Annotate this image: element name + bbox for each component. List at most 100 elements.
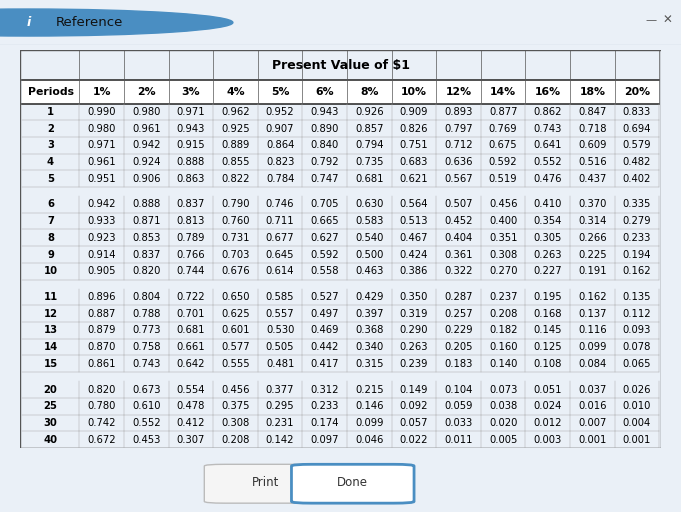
Text: —: — — [646, 15, 656, 25]
Text: 0.010: 0.010 — [623, 401, 651, 411]
Text: 0.417: 0.417 — [311, 359, 339, 369]
Text: 0.943: 0.943 — [176, 123, 205, 134]
Text: 0.552: 0.552 — [533, 157, 562, 167]
Text: 0.642: 0.642 — [176, 359, 205, 369]
Text: 0.990: 0.990 — [87, 107, 116, 117]
Text: 0.351: 0.351 — [489, 233, 518, 243]
Text: 0.135: 0.135 — [622, 292, 651, 302]
Text: 0.233: 0.233 — [311, 401, 339, 411]
Text: 0.307: 0.307 — [176, 435, 205, 444]
Text: Print: Print — [252, 476, 279, 489]
Text: 0.766: 0.766 — [176, 249, 205, 260]
Text: 13: 13 — [44, 326, 57, 335]
Text: 0.160: 0.160 — [489, 342, 518, 352]
Text: 0.788: 0.788 — [132, 309, 161, 319]
Text: 0.290: 0.290 — [400, 326, 428, 335]
Text: 0.952: 0.952 — [266, 107, 294, 117]
Text: 0.943: 0.943 — [311, 107, 339, 117]
Text: 0.971: 0.971 — [176, 107, 205, 117]
Text: 0.871: 0.871 — [132, 216, 161, 226]
Text: 0.437: 0.437 — [578, 174, 607, 184]
Text: 0.747: 0.747 — [311, 174, 339, 184]
Text: 0.308: 0.308 — [489, 249, 518, 260]
Text: 0.712: 0.712 — [444, 140, 473, 150]
Text: 0.368: 0.368 — [355, 326, 383, 335]
Text: 0.672: 0.672 — [87, 435, 116, 444]
Text: 0.558: 0.558 — [311, 266, 339, 276]
Text: 0.453: 0.453 — [132, 435, 161, 444]
Text: 30: 30 — [44, 418, 57, 428]
Text: 0.270: 0.270 — [489, 266, 518, 276]
Text: 0.650: 0.650 — [221, 292, 250, 302]
Text: 0.093: 0.093 — [623, 326, 651, 335]
Text: 0.237: 0.237 — [489, 292, 518, 302]
Text: 0.205: 0.205 — [444, 342, 473, 352]
Text: 0.625: 0.625 — [221, 309, 250, 319]
Text: 0.456: 0.456 — [489, 200, 518, 209]
Text: 0.482: 0.482 — [623, 157, 651, 167]
Circle shape — [0, 9, 233, 36]
Text: 0.377: 0.377 — [266, 385, 294, 395]
Text: 0.630: 0.630 — [355, 200, 383, 209]
Text: 0.675: 0.675 — [489, 140, 518, 150]
Text: 0.026: 0.026 — [622, 385, 651, 395]
Text: 0.456: 0.456 — [221, 385, 250, 395]
Text: 0.239: 0.239 — [400, 359, 428, 369]
Text: 0.758: 0.758 — [132, 342, 161, 352]
Text: 0.108: 0.108 — [534, 359, 562, 369]
Text: 0.924: 0.924 — [132, 157, 161, 167]
Text: 9: 9 — [47, 249, 54, 260]
Text: 0.583: 0.583 — [355, 216, 383, 226]
Text: 0.592: 0.592 — [311, 249, 339, 260]
Text: 10%: 10% — [401, 87, 427, 97]
Text: 0.614: 0.614 — [266, 266, 294, 276]
Text: 0.933: 0.933 — [87, 216, 116, 226]
Text: 0.037: 0.037 — [578, 385, 607, 395]
Text: 0.926: 0.926 — [355, 107, 383, 117]
Text: 0.636: 0.636 — [444, 157, 473, 167]
Text: 0.557: 0.557 — [266, 309, 294, 319]
Text: 0.585: 0.585 — [266, 292, 294, 302]
Text: 0.855: 0.855 — [221, 157, 250, 167]
Text: 0.711: 0.711 — [266, 216, 294, 226]
Text: 0.463: 0.463 — [355, 266, 383, 276]
Text: 0.022: 0.022 — [400, 435, 428, 444]
Text: 0.033: 0.033 — [445, 418, 473, 428]
Text: 0.400: 0.400 — [489, 216, 518, 226]
Text: 0.162: 0.162 — [578, 292, 607, 302]
Text: 0.784: 0.784 — [266, 174, 294, 184]
Text: 0.231: 0.231 — [266, 418, 294, 428]
Text: 0.125: 0.125 — [533, 342, 562, 352]
Text: 0.051: 0.051 — [533, 385, 562, 395]
Text: 0.823: 0.823 — [266, 157, 294, 167]
Text: 0.681: 0.681 — [355, 174, 383, 184]
Text: 20%: 20% — [624, 87, 650, 97]
Text: 0.335: 0.335 — [623, 200, 651, 209]
Text: 0.305: 0.305 — [534, 233, 562, 243]
Text: 0.146: 0.146 — [355, 401, 383, 411]
Text: 0.789: 0.789 — [176, 233, 205, 243]
Bar — [22, 80, 659, 103]
Text: 5%: 5% — [271, 87, 289, 97]
Text: 0.746: 0.746 — [266, 200, 294, 209]
Text: 0.003: 0.003 — [534, 435, 562, 444]
Text: 0.665: 0.665 — [311, 216, 339, 226]
Text: 0.137: 0.137 — [578, 309, 607, 319]
Text: 7: 7 — [47, 216, 54, 226]
Text: 0.905: 0.905 — [87, 266, 116, 276]
Text: 0.751: 0.751 — [400, 140, 428, 150]
Text: 0.564: 0.564 — [400, 200, 428, 209]
Text: 0.877: 0.877 — [489, 107, 518, 117]
Text: 0.404: 0.404 — [445, 233, 473, 243]
Text: 0.287: 0.287 — [444, 292, 473, 302]
Text: 0.350: 0.350 — [400, 292, 428, 302]
Text: 0.887: 0.887 — [87, 309, 116, 319]
FancyBboxPatch shape — [204, 464, 327, 503]
Text: 0.681: 0.681 — [176, 326, 205, 335]
Text: 0.476: 0.476 — [533, 174, 562, 184]
Text: Reference: Reference — [56, 16, 123, 29]
Text: 0.004: 0.004 — [623, 418, 651, 428]
Text: 0.890: 0.890 — [311, 123, 339, 134]
Text: 0.743: 0.743 — [534, 123, 562, 134]
Text: 0.370: 0.370 — [578, 200, 607, 209]
